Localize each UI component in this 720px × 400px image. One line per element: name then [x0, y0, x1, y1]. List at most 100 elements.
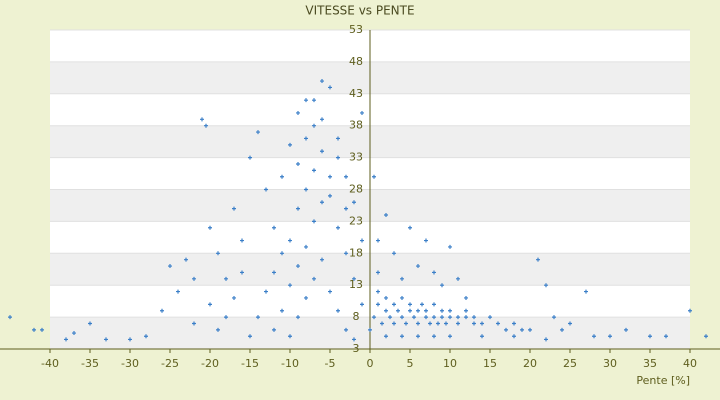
x-axis-label: Pente [%]	[636, 374, 690, 387]
point	[416, 264, 420, 269]
point	[296, 206, 300, 211]
x-tick-label: -25	[161, 357, 179, 370]
point	[240, 238, 244, 243]
point	[256, 130, 260, 135]
point	[328, 174, 332, 179]
point	[488, 315, 492, 320]
point	[280, 308, 284, 313]
point	[248, 334, 252, 339]
point	[224, 276, 228, 281]
point	[380, 321, 384, 326]
point	[352, 200, 356, 205]
point	[544, 337, 548, 342]
y-tick-label: 18	[349, 246, 363, 259]
point	[32, 327, 36, 332]
point	[288, 142, 292, 147]
point	[464, 315, 468, 320]
point	[328, 193, 332, 198]
point	[384, 295, 388, 300]
point	[624, 327, 628, 332]
point	[400, 276, 404, 281]
point	[444, 321, 448, 326]
point	[312, 98, 316, 103]
point	[408, 302, 412, 307]
point	[304, 136, 308, 141]
point	[400, 295, 404, 300]
point	[372, 174, 376, 179]
point	[388, 315, 392, 320]
x-tick-label: 5	[407, 357, 414, 370]
point	[392, 251, 396, 256]
x-tick-label: 30	[603, 357, 617, 370]
point	[688, 308, 692, 313]
point	[480, 321, 484, 326]
point	[320, 149, 324, 154]
point	[204, 123, 208, 128]
point	[304, 98, 308, 103]
point	[288, 238, 292, 243]
y-tick-label: 33	[349, 151, 363, 164]
point	[344, 174, 348, 179]
point	[372, 315, 376, 320]
point	[224, 315, 228, 320]
point	[288, 283, 292, 288]
point	[272, 270, 276, 275]
point	[392, 321, 396, 326]
point	[568, 321, 572, 326]
point	[184, 257, 188, 262]
point	[296, 264, 300, 269]
point	[664, 334, 668, 339]
point	[704, 334, 708, 339]
point	[320, 117, 324, 122]
point	[384, 334, 388, 339]
point	[424, 238, 428, 243]
point	[328, 85, 332, 90]
x-tick-label: -10	[281, 357, 299, 370]
point	[396, 308, 400, 313]
point	[272, 327, 276, 332]
point	[216, 327, 220, 332]
point	[464, 295, 468, 300]
point	[424, 315, 428, 320]
point	[304, 187, 308, 192]
y-tick-label: 43	[349, 87, 363, 100]
point	[192, 276, 196, 281]
point	[352, 276, 356, 281]
point	[40, 327, 44, 332]
point	[424, 308, 428, 313]
point	[192, 321, 196, 326]
x-tick-label: 20	[523, 357, 537, 370]
point	[560, 327, 564, 332]
point	[432, 270, 436, 275]
point	[408, 308, 412, 313]
point	[280, 251, 284, 256]
point	[400, 334, 404, 339]
point	[304, 244, 308, 249]
point	[448, 315, 452, 320]
point	[440, 308, 444, 313]
y-tick-label: 53	[349, 23, 363, 36]
y-tick-label: 23	[349, 214, 363, 227]
x-tick-label: -20	[201, 357, 219, 370]
point	[312, 168, 316, 173]
point	[128, 337, 132, 342]
point	[296, 315, 300, 320]
point	[448, 244, 452, 249]
point	[312, 219, 316, 224]
point	[336, 155, 340, 160]
point	[360, 110, 364, 115]
point	[272, 225, 276, 230]
point	[392, 302, 396, 307]
point	[168, 264, 172, 269]
point	[72, 331, 76, 336]
point	[384, 213, 388, 218]
x-tick-label: -35	[81, 357, 99, 370]
point	[432, 334, 436, 339]
point	[432, 302, 436, 307]
x-tick-label: -15	[241, 357, 259, 370]
point	[144, 334, 148, 339]
point	[104, 337, 108, 342]
point	[520, 327, 524, 332]
point	[456, 321, 460, 326]
